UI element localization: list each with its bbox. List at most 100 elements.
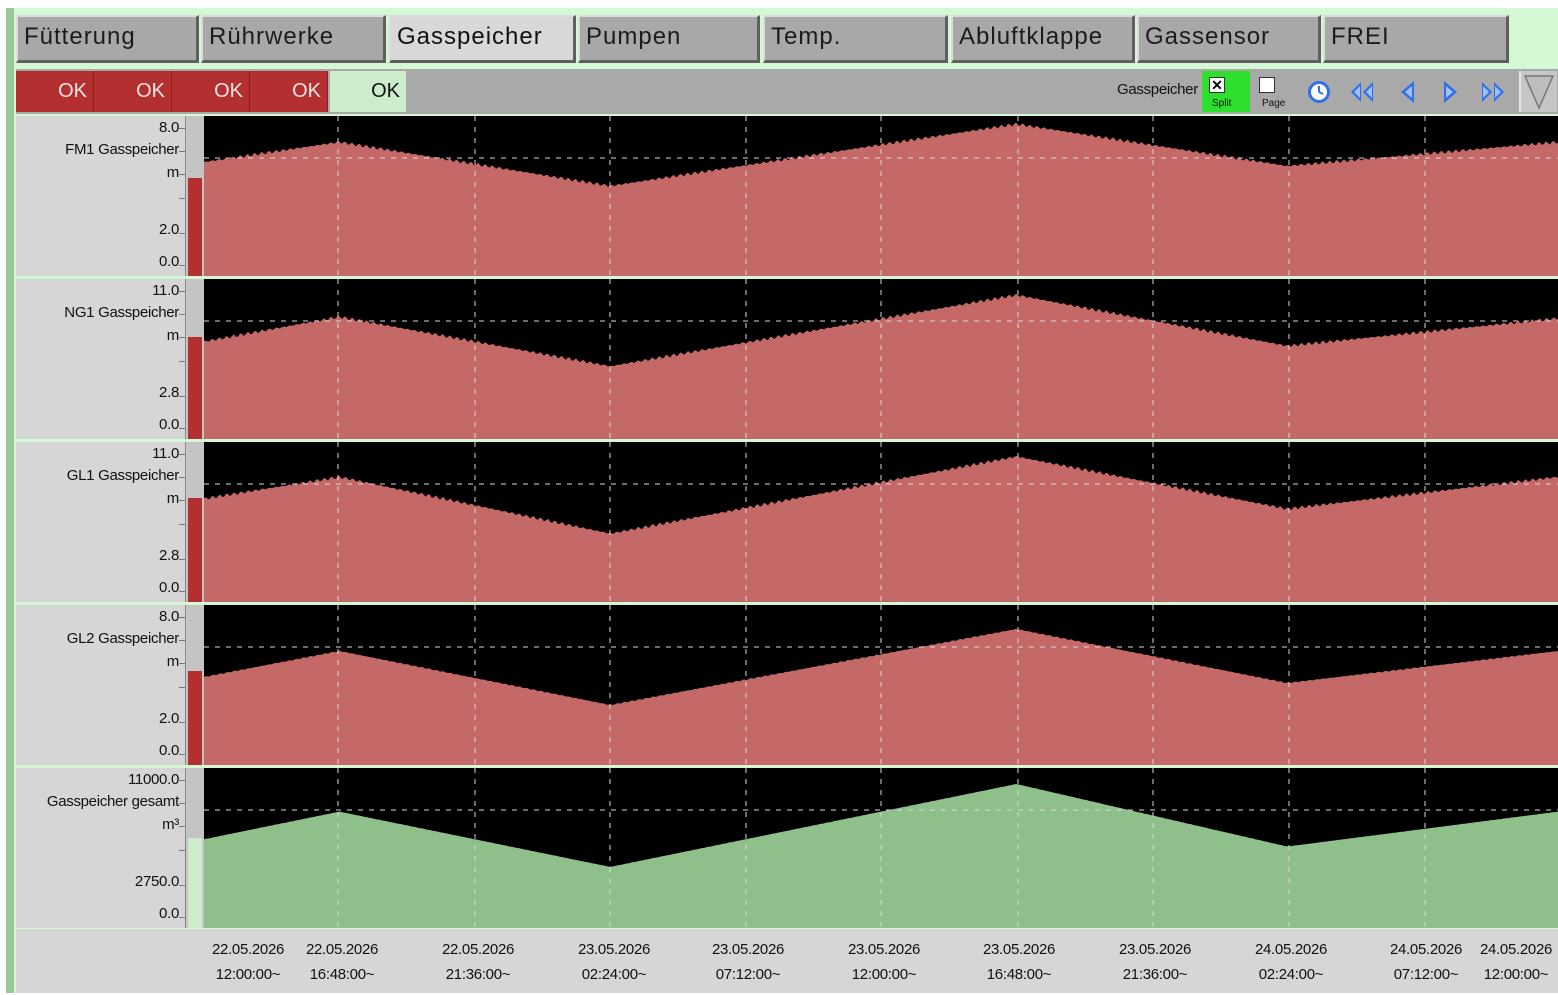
time-label-time: 02:24:00~ bbox=[1258, 966, 1324, 983]
trend-panel-5[interactable]: 11000.0 Gasspeicher gesamt m³ 2750.0 0.0 bbox=[16, 768, 1558, 928]
area-chart[interactable] bbox=[204, 768, 1558, 928]
y-axis-labels: 8.0 FM1 Gasspeicher m 2.0 0.0 bbox=[16, 116, 186, 276]
y-mid-label: 2.0 bbox=[159, 710, 179, 727]
y-tick bbox=[179, 314, 185, 315]
tab-abluftklappe[interactable]: Abluftklappe bbox=[951, 15, 1135, 63]
y-tick bbox=[179, 361, 185, 362]
y-tick bbox=[179, 396, 185, 397]
y-tick bbox=[179, 524, 185, 525]
time-label: 22.05.2026 21:36:00~ bbox=[423, 937, 533, 987]
trend-toolbar: OK OK OK OK OK Gasspeicher ✕ Split Page bbox=[16, 69, 1558, 114]
y-tick bbox=[179, 233, 185, 234]
y-max-label: 11.0 bbox=[152, 445, 179, 462]
split-toggle[interactable]: ✕ Split bbox=[1202, 71, 1250, 112]
y-axis-labels: 11.0 NG1 Gasspeicher m 2.8 0.0 bbox=[16, 279, 186, 439]
time-label-time: 02:24:00~ bbox=[581, 966, 647, 983]
unit-label: m bbox=[166, 164, 180, 181]
time-label-time: 07:12:00~ bbox=[1393, 966, 1459, 983]
split-checkbox[interactable]: ✕ bbox=[1209, 77, 1225, 93]
time-label: 23.05.2026 12:00:00~ bbox=[829, 937, 939, 987]
y-mid-label: 2750.0 bbox=[134, 873, 179, 890]
area-chart[interactable] bbox=[204, 116, 1558, 276]
time-label-date: 23.05.2026 bbox=[847, 941, 921, 958]
time-label-time: 12:00:00~ bbox=[851, 966, 917, 983]
tab-temp[interactable]: Temp. bbox=[763, 15, 948, 63]
time-label: 24.05.2026 07:12:00~ bbox=[1371, 937, 1481, 987]
fast-rewind-icon[interactable] bbox=[1349, 79, 1375, 105]
y-tick bbox=[179, 500, 185, 501]
status-indicator-4[interactable]: OK bbox=[250, 71, 328, 112]
trend-panel-4[interactable]: 8.0 GL2 Gasspeicher m 2.0 0.0 bbox=[16, 605, 1558, 765]
time-label-date: 22.05.2026 bbox=[441, 941, 515, 958]
trend-panel-3[interactable]: 11.0 GL1 Gasspeicher m 2.8 0.0 bbox=[16, 442, 1558, 602]
y-min-label: 0.0 bbox=[159, 905, 179, 922]
y-mid-label: 2.8 bbox=[159, 547, 179, 564]
y-tick bbox=[179, 454, 185, 455]
series-name: NG1 Gasspeicher bbox=[64, 304, 179, 321]
y-tick bbox=[179, 687, 185, 688]
time-label-time: 16:48:00~ bbox=[309, 966, 375, 983]
time-label: 23.05.2026 16:48:00~ bbox=[964, 937, 1074, 987]
time-label-date: 22.05.2026 bbox=[211, 941, 285, 958]
split-label: Split bbox=[1212, 98, 1232, 109]
level-bar bbox=[186, 116, 204, 276]
y-tick bbox=[179, 663, 185, 664]
area-chart[interactable] bbox=[204, 279, 1558, 439]
series-name: GL1 Gasspeicher bbox=[66, 467, 180, 484]
trend-group-label: Gasspeicher bbox=[1117, 81, 1198, 98]
time-label: 22.05.2026 16:48:00~ bbox=[287, 937, 397, 987]
status-indicator-1[interactable]: OK bbox=[16, 71, 94, 112]
area-chart[interactable] bbox=[204, 442, 1558, 602]
step-back-icon[interactable] bbox=[1395, 79, 1421, 105]
dropdown-button[interactable] bbox=[1519, 71, 1557, 112]
status-indicator-3[interactable]: OK bbox=[172, 71, 250, 112]
time-label: 22.05.2026 12:00:00~ bbox=[193, 937, 303, 987]
series-name: Gasspeicher gesamt bbox=[46, 793, 179, 810]
tab-gasspeicher[interactable]: Gasspeicher bbox=[389, 15, 576, 63]
series-name: GL2 Gasspeicher bbox=[66, 630, 180, 647]
series-name: FM1 Gasspeicher bbox=[65, 141, 179, 158]
status-indicator-2[interactable]: OK bbox=[94, 71, 172, 112]
time-label-date: 24.05.2026 bbox=[1254, 941, 1328, 958]
time-axis: 22.05.2026 12:00:00~ 22.05.2026 16:48:00~ 22… bbox=[16, 929, 1558, 993]
y-axis-labels: 8.0 GL2 Gasspeicher m 2.0 0.0 bbox=[16, 605, 186, 765]
y-tick bbox=[179, 850, 185, 851]
level-bar-fill bbox=[188, 178, 202, 276]
time-label-date: 24.05.2026 bbox=[1389, 941, 1463, 958]
time-label: 24.05.2026 02:24:00~ bbox=[1236, 937, 1346, 987]
tab-ruehrwerke[interactable]: Rührwerke bbox=[201, 15, 386, 63]
page-checkbox[interactable] bbox=[1259, 77, 1275, 93]
trend-panel-1[interactable]: 8.0 FM1 Gasspeicher m 2.0 0.0 bbox=[16, 116, 1558, 276]
tab-frei[interactable]: FREI bbox=[1323, 15, 1509, 63]
time-label-date: 22.05.2026 bbox=[305, 941, 379, 958]
y-tick bbox=[179, 477, 185, 478]
tab-fuetterung[interactable]: Fütterung bbox=[16, 15, 199, 63]
page-label: Page bbox=[1262, 98, 1286, 109]
y-axis-labels: 11000.0 Gasspeicher gesamt m³ 2750.0 0.0 bbox=[16, 768, 186, 928]
y-tick bbox=[179, 803, 185, 804]
step-forward-icon[interactable] bbox=[1437, 79, 1463, 105]
y-tick bbox=[179, 722, 185, 723]
series-area bbox=[204, 122, 1558, 276]
page-toggle[interactable]: Page bbox=[1252, 71, 1300, 112]
y-tick bbox=[179, 265, 185, 266]
y-max-label: 11000.0 bbox=[127, 771, 179, 788]
y-min-label: 0.0 bbox=[159, 253, 179, 270]
level-bar-fill bbox=[188, 498, 202, 602]
time-label-date: 24.05.2026 bbox=[1479, 941, 1553, 958]
dropdown-triangle-icon bbox=[1523, 75, 1555, 110]
clock-icon[interactable] bbox=[1306, 79, 1332, 105]
level-bar bbox=[186, 442, 204, 602]
y-tick bbox=[179, 917, 185, 918]
fast-forward-icon[interactable] bbox=[1480, 79, 1506, 105]
trend-panel-2[interactable]: 11.0 NG1 Gasspeicher m 2.8 0.0 bbox=[16, 279, 1558, 439]
tab-gassensor[interactable]: Gassensor bbox=[1137, 15, 1321, 63]
level-bar-fill bbox=[188, 838, 202, 928]
level-bar bbox=[186, 605, 204, 765]
time-label: 23.05.2026 02:24:00~ bbox=[559, 937, 669, 987]
y-axis-labels: 11.0 GL1 Gasspeicher m 2.8 0.0 bbox=[16, 442, 186, 602]
area-chart[interactable] bbox=[204, 605, 1558, 765]
status-indicator-5[interactable]: OK bbox=[330, 71, 406, 112]
y-tick bbox=[179, 174, 185, 175]
tab-pumpen[interactable]: Pumpen bbox=[578, 15, 760, 63]
